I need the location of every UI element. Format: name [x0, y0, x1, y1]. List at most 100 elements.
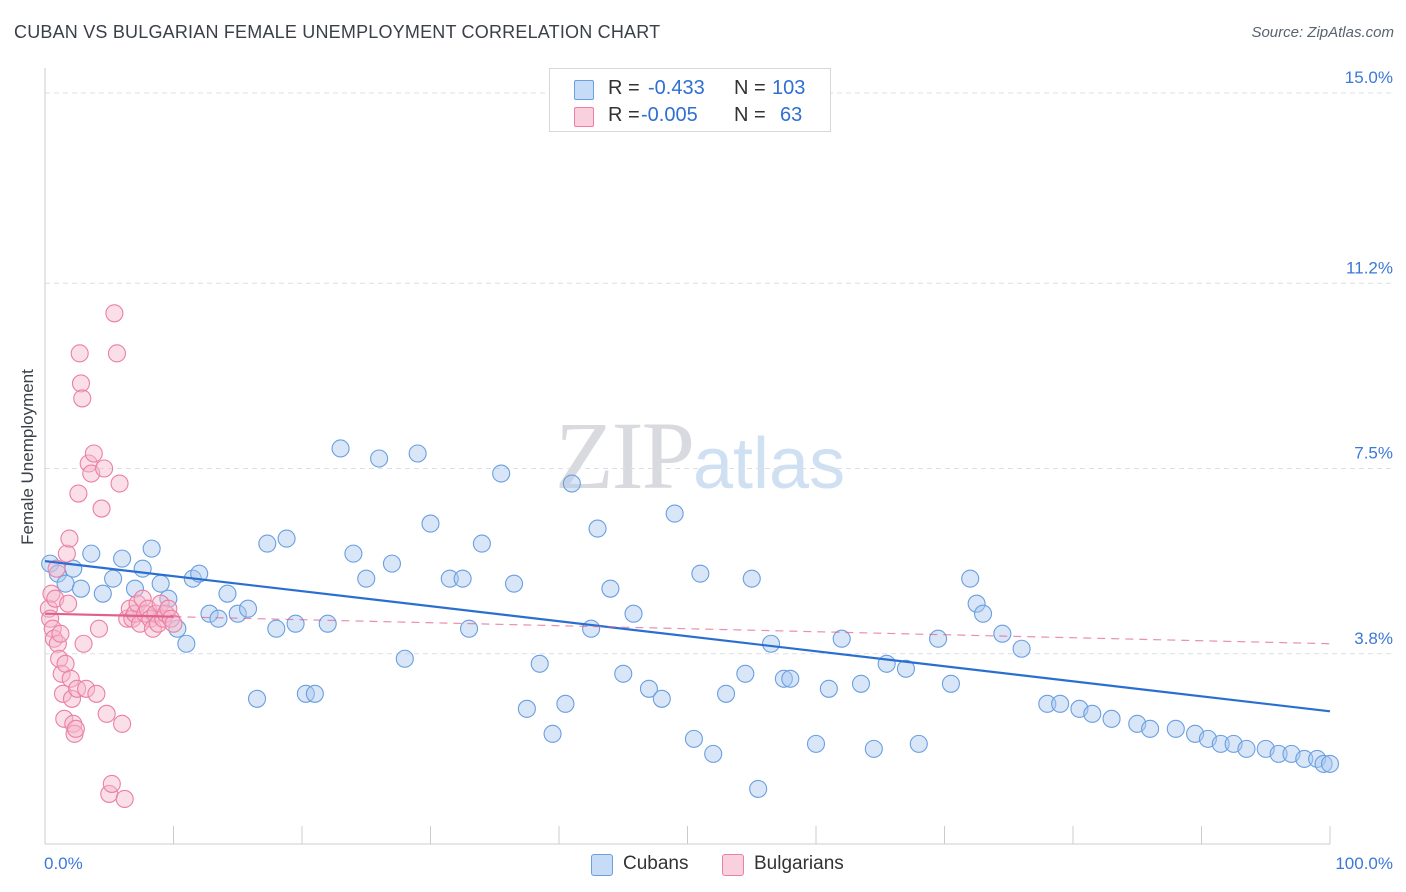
cubans-point — [851, 674, 871, 693]
watermark: ZIPatlas — [555, 400, 845, 511]
bulgarians-point — [113, 714, 132, 733]
bottom-legend-swatch-cubans — [591, 854, 613, 876]
cubans-point — [736, 664, 755, 683]
bulgarians-point — [115, 789, 134, 808]
cubans-point — [1038, 694, 1057, 713]
cubans-point — [305, 684, 324, 703]
legend-r-label: R = — [608, 77, 640, 99]
bulgarians-point — [69, 484, 88, 503]
cubans-point — [504, 574, 524, 593]
cubans-point — [82, 544, 101, 563]
cubans-point — [806, 734, 826, 753]
cubans-point — [133, 559, 152, 578]
cubans-trend-line — [44, 560, 1331, 713]
bulgarians-point — [87, 684, 106, 703]
cubans-point — [370, 449, 389, 468]
cubans-point — [749, 779, 768, 798]
bulgarians-point — [164, 614, 183, 633]
cubans-point — [93, 584, 112, 603]
legend-n-value: 63 — [780, 104, 803, 126]
cubans-point — [941, 674, 960, 693]
cubans-point — [286, 614, 305, 633]
cubans-point — [684, 729, 703, 748]
cubans-point — [1211, 734, 1230, 753]
watermark-atlas: atlas — [693, 424, 846, 504]
cubans-point — [277, 529, 296, 548]
bulgarians-point — [51, 624, 70, 643]
cubans-point — [993, 624, 1012, 643]
bulgarians-point — [161, 609, 180, 628]
correlation-legend: R = -0.433 N = 103 R = -0.005 N = 63 — [549, 68, 831, 132]
cubans-point — [258, 534, 277, 553]
cubans-point — [774, 669, 793, 688]
bulgarians-point — [47, 559, 66, 578]
cubans-point — [459, 619, 479, 638]
bulgarians-point — [52, 664, 71, 683]
bulgarians-point — [77, 679, 96, 698]
cubans-point — [1314, 754, 1333, 773]
bulgarians-point — [92, 499, 111, 518]
cubans-point — [614, 664, 633, 683]
bulgarians-trend-line-solid — [44, 612, 174, 618]
legend-r-value: -0.005 — [641, 104, 698, 126]
cubans-point — [1012, 639, 1031, 658]
cubans-point — [453, 569, 472, 588]
legend-swatch-bulgarians — [574, 107, 594, 127]
cubans-point — [929, 629, 948, 648]
bulgarians-trend-line-dashed — [173, 616, 1331, 645]
legend-r-label: R = — [608, 104, 640, 126]
cubans-point — [543, 724, 562, 743]
cubans-point — [1083, 704, 1102, 723]
y-tick-label: 7.5% — [1354, 444, 1393, 463]
legend-n-value: 103 — [772, 77, 806, 99]
cubans-point — [104, 569, 123, 588]
bulgarians-point — [61, 669, 80, 688]
cubans-point — [142, 539, 161, 558]
y-tick-label: 11.2% — [1346, 258, 1393, 277]
cubans-point — [665, 504, 684, 523]
cubans-point — [56, 574, 75, 593]
bulgarians-point — [59, 594, 78, 613]
bulgarians-point — [62, 689, 82, 708]
bulgarians-point — [133, 589, 152, 608]
cubans-point — [1166, 719, 1185, 738]
cubans-point — [151, 574, 170, 593]
cubans-point — [742, 569, 761, 588]
cubans-point — [652, 689, 671, 708]
cubans-point — [1141, 719, 1160, 738]
bulgarians-point — [95, 459, 114, 478]
bulgarians-point — [105, 304, 124, 323]
cubans-point — [395, 649, 414, 668]
y-tick-label: 3.8% — [1354, 629, 1393, 648]
x-tick-label: 0.0% — [44, 854, 83, 873]
bulgarians-point — [66, 719, 85, 738]
cubans-point — [973, 604, 993, 623]
cubans-point — [819, 679, 838, 698]
cubans-point — [492, 464, 511, 483]
cubans-point — [1051, 694, 1070, 713]
cubans-point — [382, 554, 402, 573]
cubans-point — [582, 619, 601, 638]
bulgarians-point — [156, 604, 175, 623]
bulgarians-point — [57, 544, 76, 563]
bulgarians-point — [102, 774, 121, 793]
cubans-point — [125, 579, 144, 598]
cubans-point — [716, 684, 736, 703]
bulgarians-point — [128, 594, 147, 613]
cubans-point — [318, 614, 337, 633]
cubans-point — [961, 569, 980, 588]
cubans-point — [909, 734, 928, 753]
legend-row-bulgarians: R = -0.005 N = 63 — [550, 102, 830, 128]
cubans-point — [1295, 749, 1314, 768]
cubans-point — [1320, 754, 1340, 773]
cubans-point — [177, 634, 196, 653]
cubans-point — [1102, 709, 1121, 728]
bottom-legend-label-cubans: Cubans — [623, 853, 689, 874]
bulgarians-point — [60, 529, 79, 548]
cubans-point — [896, 659, 916, 678]
bulgarians-point — [55, 709, 74, 728]
cubans-point — [357, 569, 376, 588]
bulgarians-point — [74, 634, 93, 653]
bottom-legend-label-bulgarians: Bulgarians — [754, 853, 844, 874]
